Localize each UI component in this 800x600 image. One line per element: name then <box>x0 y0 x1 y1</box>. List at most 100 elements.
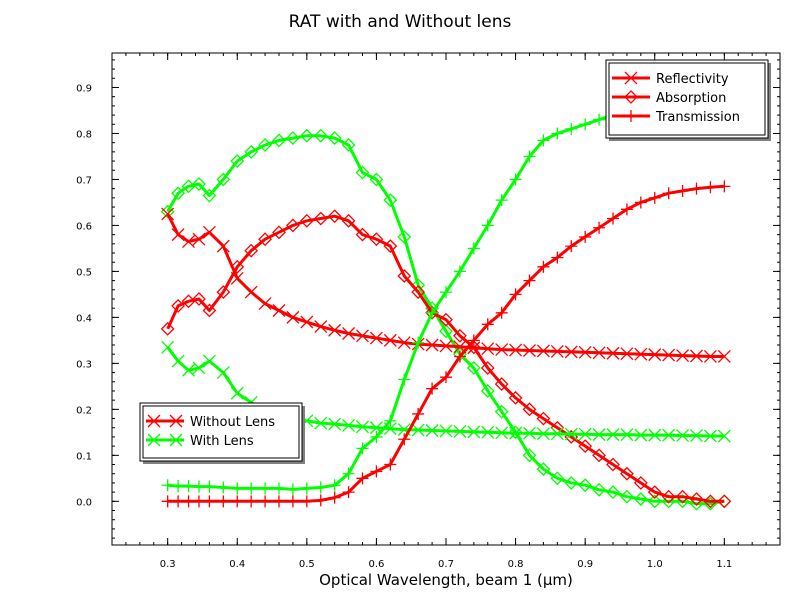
data-point-without-lens-transmission <box>314 494 327 507</box>
data-point-with-lens-transmission <box>440 286 452 299</box>
data-point-without-lens-reflectivity <box>356 329 369 343</box>
data-point-with-lens-reflectivity <box>314 416 328 430</box>
x-tick-label: 1.0 <box>647 559 663 570</box>
data-point-without-lens-reflectivity <box>425 338 439 352</box>
data-point-without-lens-transmission <box>217 495 230 508</box>
legend-cases-box-inner-frame <box>142 405 300 459</box>
data-point-with-lens-reflectivity <box>467 425 481 439</box>
x-tick-label: 0.4 <box>229 559 245 570</box>
data-point-without-lens-transmission <box>412 407 425 420</box>
data-point-with-lens-reflectivity <box>495 426 509 440</box>
data-point-without-lens-reflectivity <box>314 320 328 334</box>
legend-cases-box-frame <box>139 402 303 462</box>
data-point-without-lens-absorption <box>230 259 245 274</box>
data-point-without-lens-absorption <box>313 211 328 226</box>
y-tick-label: 0.7 <box>76 175 92 186</box>
y-tick-label: 0.4 <box>76 313 92 324</box>
data-point-with-lens-absorption <box>272 133 286 148</box>
data-point-without-lens-absorption <box>592 448 607 463</box>
data-point-with-lens-absorption <box>578 478 593 493</box>
data-point-with-lens-transmission <box>182 480 195 493</box>
data-point-with-lens-reflectivity <box>481 425 495 439</box>
data-point-without-lens-absorption <box>355 227 370 242</box>
legend-quantities-box-frame <box>605 59 769 139</box>
data-point-with-lens-transmission <box>467 242 480 255</box>
legend-cases: Without Lens With Lens <box>139 402 305 464</box>
data-point-without-lens-transmission <box>523 274 536 287</box>
data-point-with-lens-transmission <box>217 481 230 494</box>
data-point-without-lens-absorption <box>411 285 426 300</box>
series-line-without-lens-absorption <box>166 214 725 503</box>
legend-marker-without-lens <box>147 414 161 428</box>
data-point-without-lens-transmission <box>398 433 411 446</box>
x-axis-title: Optical Wavelength, beam 1 (µm) <box>319 571 573 589</box>
data-point-with-lens-reflectivity <box>676 429 690 443</box>
data-point-with-lens-absorption <box>592 482 607 497</box>
legend-quantities: Reflectivity Absorption Transmission <box>605 59 771 141</box>
y-tick-label: 0.9 <box>76 83 92 94</box>
data-point-with-lens-transmission <box>412 336 425 349</box>
data-point-with-lens-reflectivity <box>592 428 606 442</box>
data-point-without-lens-reflectivity <box>216 239 230 253</box>
data-point-without-lens-reflectivity <box>536 344 550 358</box>
data-point-without-lens-absorption <box>703 494 718 509</box>
data-point-with-lens-reflectivity <box>523 426 536 440</box>
data-point-without-lens-absorption <box>480 361 495 375</box>
data-point-with-lens-absorption <box>564 476 579 490</box>
data-point-without-lens-reflectivity <box>171 228 185 242</box>
data-point-without-lens-reflectivity <box>676 349 690 363</box>
data-point-with-lens-reflectivity <box>356 420 369 434</box>
data-point-with-lens-transmission <box>314 481 327 494</box>
data-point-with-lens-reflectivity <box>171 354 185 368</box>
data-point-with-lens-transmission <box>551 127 564 140</box>
data-point-without-lens-absorption <box>383 239 398 254</box>
data-point-without-lens-absorption <box>285 218 300 233</box>
data-point-with-lens-absorption <box>619 489 634 504</box>
y-tick-label: 0.5 <box>76 267 92 278</box>
data-point-without-lens-transmission <box>384 458 397 471</box>
data-point-with-lens-reflectivity <box>578 427 592 441</box>
data-point-without-lens-transmission <box>342 486 355 499</box>
data-point-without-lens-reflectivity <box>342 327 356 340</box>
legend-quantities-box-inner-frame <box>608 62 766 136</box>
legend-label-transmission: Transmission <box>655 110 740 125</box>
data-point-without-lens-absorption <box>522 402 537 417</box>
data-point-without-lens-transmission <box>300 495 313 508</box>
data-point-without-lens-transmission <box>565 240 578 253</box>
data-point-without-lens-reflectivity <box>606 346 620 360</box>
series-without-lens-reflectivity <box>161 207 731 363</box>
data-point-without-lens-transmission <box>620 203 633 216</box>
data-point-without-lens-transmission <box>161 495 174 508</box>
series-without-lens-transmission <box>161 180 731 508</box>
data-point-without-lens-transmission <box>467 334 480 347</box>
data-point-without-lens-absorption <box>202 303 217 318</box>
data-point-without-lens-absorption <box>633 476 648 490</box>
data-point-without-lens-transmission <box>231 495 244 508</box>
data-point-with-lens-absorption <box>550 471 565 486</box>
data-point-without-lens-absorption <box>258 232 273 247</box>
data-point-without-lens-reflectivity <box>300 315 314 329</box>
data-point-with-lens-absorption <box>494 404 509 419</box>
x-tick-label: 0.3 <box>160 559 176 570</box>
data-point-with-lens-reflectivity <box>342 418 356 432</box>
data-point-with-lens-absorption <box>633 492 648 506</box>
data-point-without-lens-absorption <box>578 439 593 454</box>
data-point-with-lens-reflectivity <box>161 340 175 354</box>
data-point-without-lens-absorption <box>160 321 175 336</box>
data-point-without-lens-transmission <box>245 495 258 508</box>
data-point-with-lens-absorption <box>171 186 186 201</box>
data-point-without-lens-transmission <box>426 382 439 395</box>
y-tick-label: 0.8 <box>76 129 92 140</box>
data-point-without-lens-reflectivity <box>634 347 648 361</box>
data-point-with-lens-absorption <box>439 324 453 339</box>
data-point-with-lens-absorption <box>313 128 328 143</box>
legend-marker-transmission <box>625 110 637 122</box>
data-point-with-lens-absorption <box>480 384 495 398</box>
data-point-with-lens-reflectivity <box>634 428 648 442</box>
data-point-without-lens-absorption <box>397 269 412 283</box>
x-tick-label: 0.8 <box>508 559 524 570</box>
data-point-without-lens-transmission <box>481 318 494 331</box>
data-point-without-lens-absorption <box>216 285 231 300</box>
data-point-without-lens-reflectivity <box>578 345 592 359</box>
